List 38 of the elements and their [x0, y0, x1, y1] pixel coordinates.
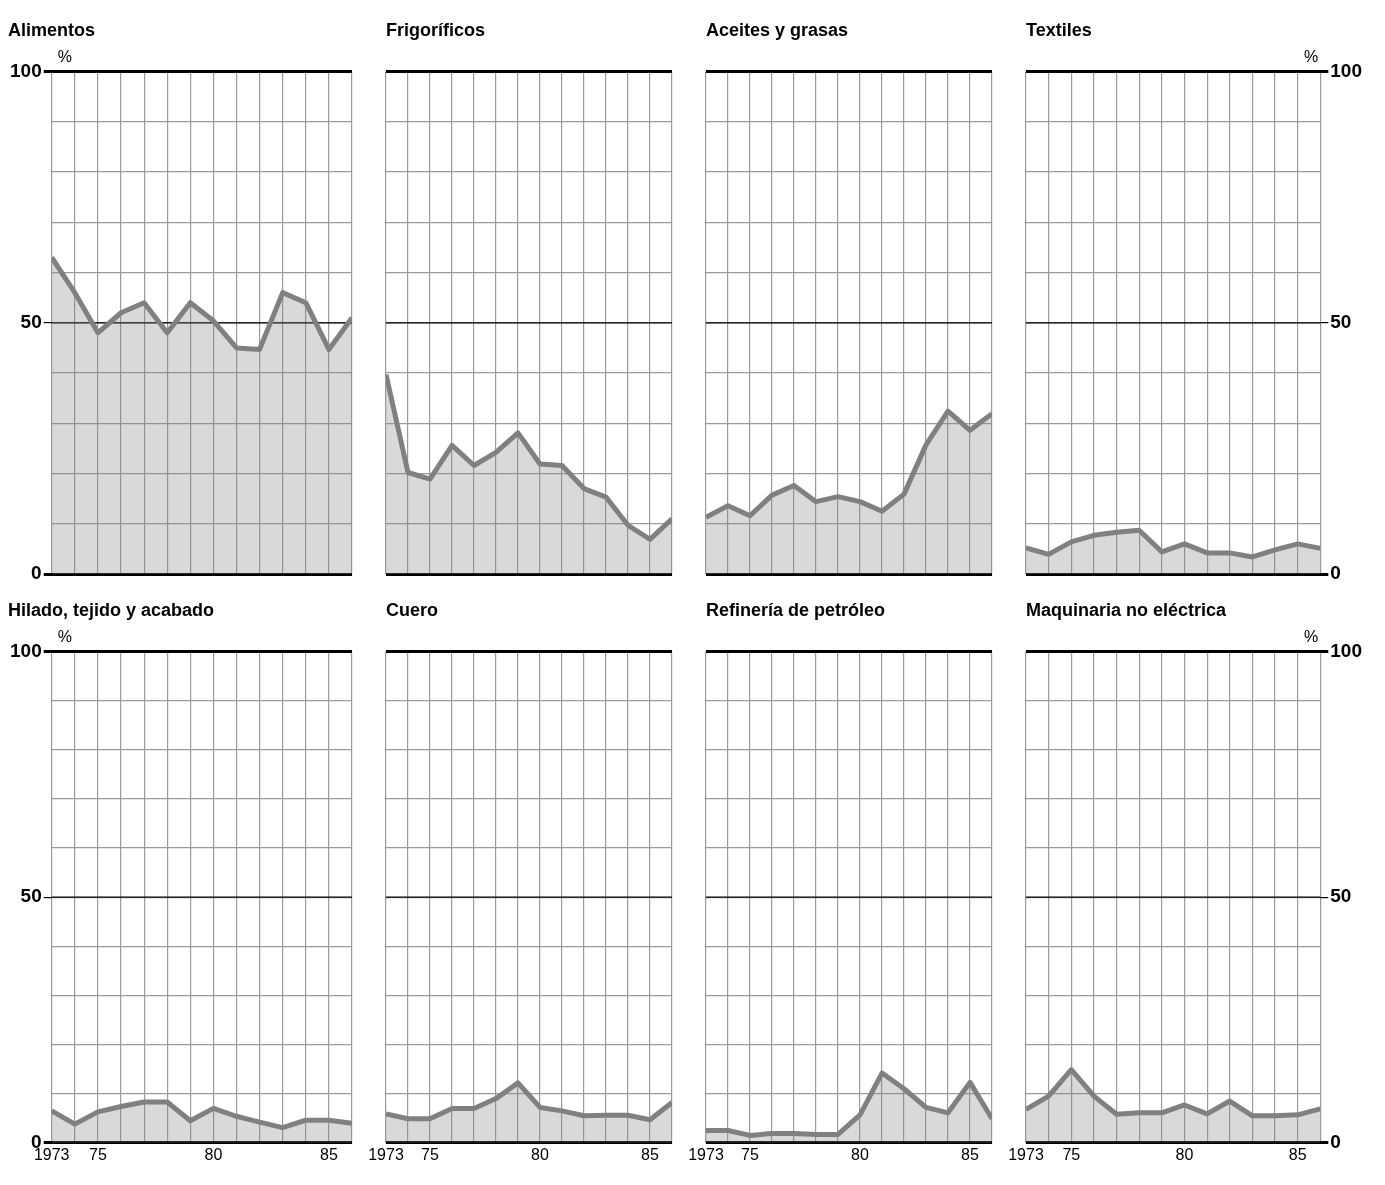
- x-tick-label: 85: [641, 1145, 659, 1163]
- chart-title: Cuero: [386, 599, 439, 620]
- y-tick-label: 100: [1330, 639, 1362, 661]
- x-tick-label: 80: [851, 1145, 869, 1163]
- chart-title: Maquinaria no eléctrica: [1026, 599, 1228, 620]
- y-axis-title: %: [57, 628, 72, 646]
- x-tick-label: 1973: [1008, 1145, 1044, 1163]
- x-tick-label: 80: [204, 1145, 223, 1163]
- chart-title: Alimentos: [8, 19, 96, 40]
- y-axis-title: %: [1304, 48, 1319, 66]
- x-tick-label: 1973: [688, 1145, 724, 1163]
- x-tick-label: 75: [89, 1145, 107, 1163]
- x-tick-label: 80: [1175, 1145, 1194, 1163]
- y-axis-title: %: [1304, 628, 1319, 646]
- chart-title: Refinería de petróleo: [706, 599, 886, 620]
- x-tick-label: 75: [1062, 1145, 1081, 1163]
- chart-title: Aceites y grasas: [706, 19, 849, 40]
- x-tick-label: 1973: [368, 1145, 404, 1163]
- y-tick-label: 50: [1330, 885, 1352, 907]
- x-tick-label: 75: [421, 1145, 439, 1163]
- x-tick-label: 80: [531, 1145, 549, 1163]
- chart-title: Textiles: [1026, 19, 1092, 40]
- y-tick-label: 0: [1330, 1131, 1341, 1153]
- y-tick-label: 100: [1330, 59, 1362, 81]
- y-tick-label: 0: [31, 562, 42, 584]
- y-tick-label: 50: [1330, 311, 1352, 333]
- x-tick-label: 85: [1288, 1145, 1307, 1163]
- y-tick-label: 50: [20, 885, 42, 907]
- y-tick-label: 50: [20, 311, 42, 333]
- x-tick-label: 85: [961, 1145, 979, 1163]
- x-tick-label: 75: [741, 1145, 759, 1163]
- y-tick-label: 100: [10, 59, 42, 81]
- y-tick-label: 0: [1330, 562, 1341, 584]
- y-tick-label: 100: [10, 639, 42, 661]
- chart-title: Frigoríficos: [386, 19, 486, 40]
- y-axis-title: %: [57, 48, 72, 66]
- x-tick-label: 85: [320, 1145, 338, 1163]
- chart-title: Hilado, tejido y acabado: [8, 599, 215, 620]
